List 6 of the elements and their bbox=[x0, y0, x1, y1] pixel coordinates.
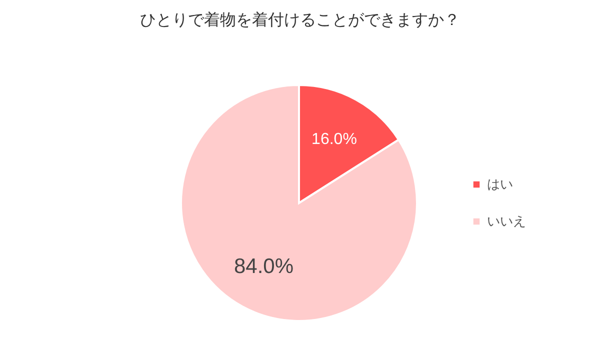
data-label: 16.0% bbox=[312, 130, 357, 148]
pie-slice bbox=[180, 84, 418, 322]
chart-title: ひとりで着物を着付けることができますか？ bbox=[140, 10, 460, 29]
legend-label: はい bbox=[487, 178, 513, 192]
legend-label: いいえ bbox=[487, 214, 526, 230]
data-label: 84.0% bbox=[234, 255, 294, 278]
